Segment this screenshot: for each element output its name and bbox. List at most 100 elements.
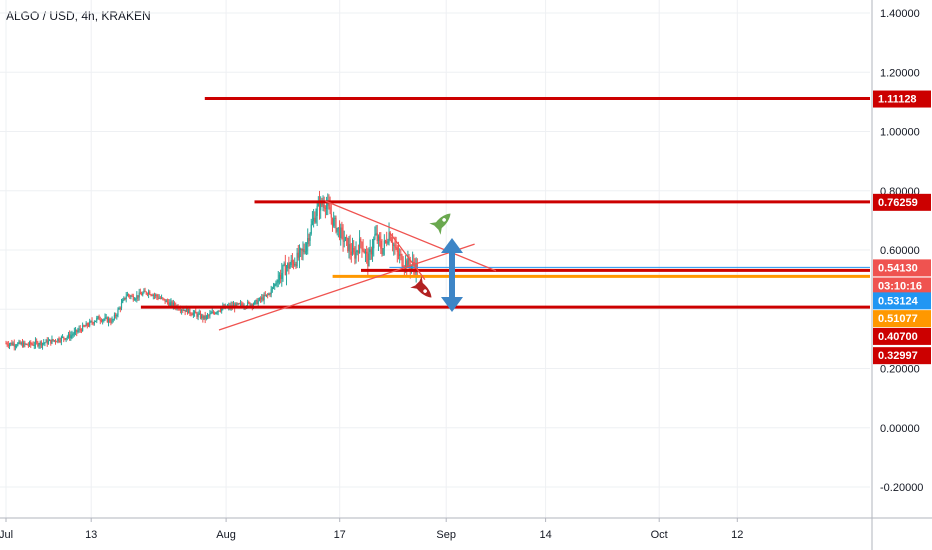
trendline[interactable] xyxy=(388,231,426,281)
candle-body xyxy=(342,230,344,242)
candle-body xyxy=(10,342,12,345)
candle-body xyxy=(368,252,370,267)
candle-body xyxy=(162,297,164,299)
candle-body xyxy=(67,334,70,337)
candle-body xyxy=(363,250,365,254)
candle-body xyxy=(166,300,169,303)
candle-body xyxy=(340,227,342,239)
candle-body xyxy=(351,248,354,255)
candle-body xyxy=(304,251,306,253)
trendline[interactable] xyxy=(218,243,475,331)
candle-body xyxy=(119,308,121,310)
candle-body xyxy=(70,335,72,339)
rocket-down-icon xyxy=(410,276,432,298)
candle-body xyxy=(391,242,394,246)
candle-body xyxy=(400,254,402,256)
candle-body xyxy=(399,254,401,256)
candle-body xyxy=(179,309,182,311)
candle-body xyxy=(383,240,385,249)
candle-body xyxy=(264,295,266,297)
price-badge-label: 0.32997 xyxy=(878,350,918,362)
candle-body xyxy=(52,339,54,341)
candle-body xyxy=(5,343,7,345)
candle-body xyxy=(375,233,377,235)
price-badge xyxy=(873,327,931,345)
candle-body xyxy=(143,290,145,293)
candle-body xyxy=(19,341,21,345)
candle-body xyxy=(292,262,295,266)
candle-body xyxy=(193,311,196,314)
candle-body xyxy=(386,240,388,244)
candle-body xyxy=(36,341,38,343)
y-tick-label: 1.40000 xyxy=(880,8,920,20)
candle-body xyxy=(31,344,33,346)
candle-body xyxy=(26,343,28,346)
price-badge xyxy=(873,259,931,277)
candle-body xyxy=(257,300,259,305)
candle-body xyxy=(56,341,58,343)
candle-body xyxy=(255,299,257,302)
candle-body xyxy=(158,297,160,299)
candle-body xyxy=(178,309,180,311)
price-badge-label: 0.51077 xyxy=(878,313,918,325)
trendline[interactable] xyxy=(325,200,497,272)
candle-body xyxy=(54,340,57,342)
candle-body xyxy=(169,302,171,306)
candle-body xyxy=(155,294,157,296)
candle-body xyxy=(11,342,13,346)
candle-body xyxy=(172,302,174,306)
candle-body xyxy=(214,312,216,314)
candle-body xyxy=(357,250,360,254)
candle-body xyxy=(280,274,282,279)
candle-body xyxy=(407,257,409,269)
candle-body xyxy=(110,321,112,323)
candle-body xyxy=(23,342,25,347)
candle-body xyxy=(239,303,242,305)
candle-body xyxy=(216,312,218,314)
candle-body xyxy=(396,247,398,252)
candle-body xyxy=(64,338,66,340)
candle-body xyxy=(144,290,146,292)
candle-body xyxy=(337,227,339,229)
y-tick-label: 1.00000 xyxy=(880,127,920,139)
candle-body xyxy=(208,315,210,317)
candle-body xyxy=(296,252,298,267)
candle-body xyxy=(17,343,19,346)
candle-body xyxy=(397,251,400,256)
candle-body xyxy=(160,297,163,299)
candle-body xyxy=(402,265,404,268)
candle-body xyxy=(305,244,308,252)
candle-body xyxy=(303,249,305,253)
candle-body xyxy=(284,263,286,276)
y-tick-label: 0.60000 xyxy=(880,245,920,257)
candle-body xyxy=(58,338,60,342)
candle-body xyxy=(215,312,217,314)
candle-body xyxy=(196,313,198,317)
candle-body xyxy=(307,238,309,245)
candle-body xyxy=(338,227,341,239)
candle-body xyxy=(13,343,15,347)
candle-body xyxy=(113,315,116,320)
candle-body xyxy=(212,311,215,313)
candle-body xyxy=(181,309,183,311)
price-badge xyxy=(873,90,931,108)
candle-body xyxy=(274,284,276,287)
candle-body xyxy=(57,338,59,342)
candle-body xyxy=(404,260,407,268)
candle-body xyxy=(94,320,97,322)
candle-body xyxy=(198,313,200,315)
candle-body xyxy=(265,294,268,296)
candle-body xyxy=(30,342,32,345)
candle-body xyxy=(310,224,312,234)
candle-body xyxy=(324,207,327,210)
candle-body xyxy=(355,250,357,259)
candle-body xyxy=(182,309,184,311)
candle-body xyxy=(44,342,46,344)
candle-body xyxy=(330,214,332,218)
candle-body xyxy=(369,249,371,253)
candle-body xyxy=(388,232,390,243)
candle-body xyxy=(20,342,22,345)
candle-body xyxy=(77,330,79,332)
candle-body xyxy=(294,264,296,266)
